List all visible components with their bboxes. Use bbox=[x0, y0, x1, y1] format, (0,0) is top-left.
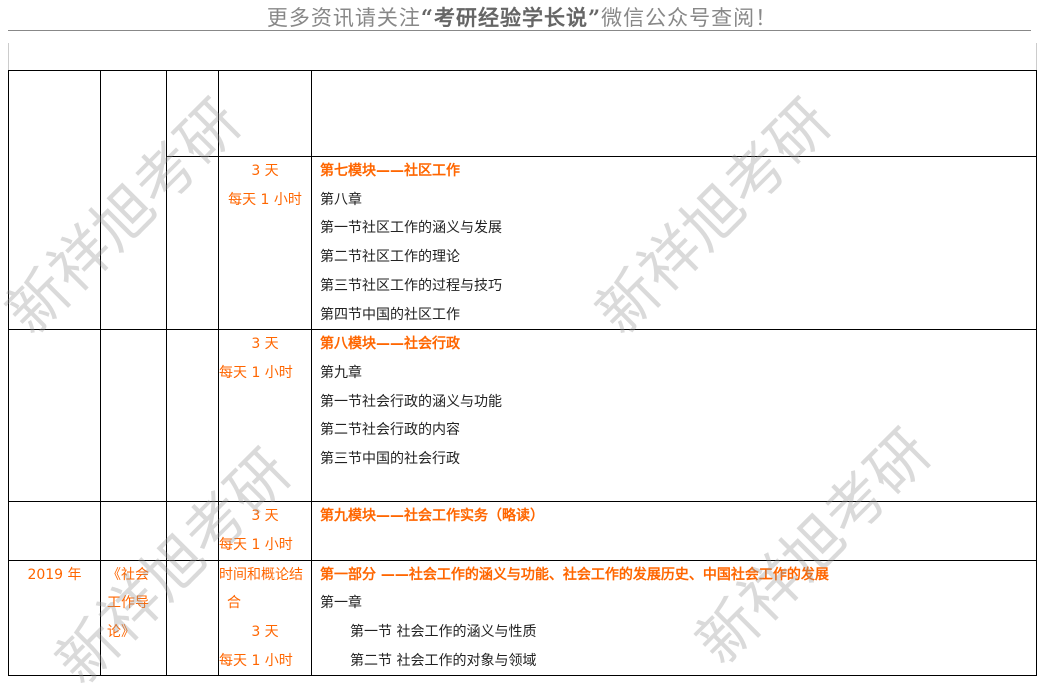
time-cell: 3 天每天 1 小时 bbox=[218, 155, 312, 331]
table-row: 2019 年 《社会工作导论》 时间和概论结合 3 天每天 1 小时 第一部分 —… bbox=[8, 559, 1037, 677]
content-cell: 第八模块——社会行政 第九章第一节社会行政的涵义与功能 第二节社会行政的内容 第三节中… bbox=[311, 329, 1037, 503]
book-line: 论》 bbox=[107, 624, 135, 641]
days: 3 天 bbox=[251, 508, 279, 525]
time-cell: 时间和概论结合 3 天每天 1 小时 bbox=[218, 559, 312, 677]
book-line: 《社会 bbox=[107, 566, 149, 583]
time-note: 时间和概论结 bbox=[219, 566, 303, 583]
section: 第一节社会行政的涵义与功能 bbox=[320, 393, 502, 410]
section: 第二节 社会工作的对象与领域 bbox=[350, 652, 537, 669]
table-row: 3 天每天 1 小时 第八模块——社会行政 第九章第一节社会行政的涵义与功能 第二节… bbox=[8, 329, 1037, 503]
chapter: 第八章 bbox=[320, 191, 362, 208]
page-header: 更多资讯请关注“考研经验学长说”微信公众号查阅！ bbox=[0, 2, 1044, 32]
hours: 每天 1 小时 bbox=[228, 191, 302, 208]
content-cell: 第一部分 ——社会工作的涵义与功能、社会工作的发展历史、中国社会工作的发展 第一章… bbox=[311, 559, 1037, 677]
section: 第一节 社会工作的涵义与性质 bbox=[350, 624, 537, 641]
content-cell: 第七模块——社区工作 第八章第一节社区工作的涵义与发展 第二节社区工作的理论第三节社… bbox=[311, 155, 1037, 331]
chapter: 第九章 bbox=[320, 364, 362, 381]
hours: 每天 1 小时 bbox=[219, 652, 293, 669]
days: 3 天 bbox=[251, 336, 279, 353]
days: 3 天 bbox=[251, 163, 279, 179]
year-cell: 2019 年 bbox=[8, 559, 101, 677]
part-title: 第一部分 ——社会工作的涵义与功能、社会工作的发展历史、中国社会工作的发展 bbox=[320, 566, 829, 583]
book-cell: 《社会 工作导 论》 bbox=[100, 559, 167, 677]
section: 第二节社会行政的内容 bbox=[320, 422, 460, 439]
book-line: 工作导 bbox=[107, 595, 149, 612]
days: 3 天 bbox=[251, 624, 279, 641]
table-row: 3 天每天 1 小时 第九模块——社会工作实务（略读） bbox=[8, 501, 1037, 561]
header-account: “考研经验学长说” bbox=[420, 5, 602, 30]
time-cell: 3 天每天 1 小时 bbox=[218, 329, 312, 503]
time-note: 合 bbox=[227, 595, 241, 612]
table-row bbox=[8, 69, 1037, 331]
hours: 每天 1 小时 bbox=[219, 536, 293, 553]
header-divider bbox=[8, 30, 1031, 31]
section: 第四节中国的社区工作 bbox=[320, 306, 460, 323]
section: 第二节社区工作的理论 bbox=[320, 249, 460, 266]
section: 第三节社区工作的过程与技巧 bbox=[320, 277, 502, 294]
chapter: 第一章 bbox=[320, 595, 362, 612]
section: 第三节中国的社会行政 bbox=[320, 451, 460, 468]
page-margin bbox=[8, 43, 1037, 73]
content-cell: 第九模块——社会工作实务（略读） bbox=[311, 501, 1037, 561]
table-row: 3 天每天 1 小时 第七模块——社区工作 第八章第一节社区工作的涵义与发展 第二节… bbox=[9, 155, 1037, 331]
module-title: 第九模块——社会工作实务（略读） bbox=[320, 508, 544, 525]
module-title: 第七模块——社区工作 bbox=[320, 163, 460, 179]
section: 第一节社区工作的涵义与发展 bbox=[320, 220, 502, 237]
module-title: 第八模块——社会行政 bbox=[320, 336, 460, 353]
hours: 每天 1 小时 bbox=[219, 364, 293, 381]
time-cell: 3 天每天 1 小时 bbox=[218, 501, 312, 561]
study-plan-table: 3 天每天 1 小时 第七模块——社区工作 第八章 第一节社区工作的涵义与发展 第二节… bbox=[8, 69, 1037, 677]
header-text-end: 微信公众号查阅！ bbox=[601, 6, 778, 30]
header-text: 更多资讯请关注 bbox=[266, 6, 421, 30]
